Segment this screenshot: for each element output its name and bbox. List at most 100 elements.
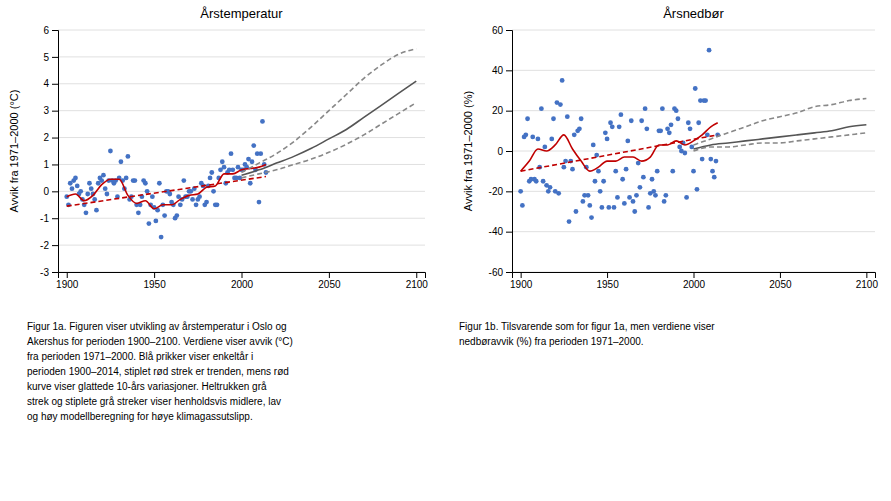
point — [714, 159, 719, 164]
y-tick-mark — [52, 245, 58, 246]
point — [565, 114, 570, 119]
y-tick-mark — [52, 272, 58, 273]
point — [693, 86, 698, 91]
point — [70, 186, 75, 191]
grid-line — [512, 231, 875, 232]
point — [211, 189, 216, 194]
point — [643, 106, 648, 111]
point — [700, 157, 705, 162]
x-tick-label: 2000 — [683, 279, 706, 290]
point — [85, 192, 90, 197]
x-tick: 2050 — [318, 272, 341, 290]
line — [694, 125, 867, 149]
plot-area — [64, 49, 416, 240]
point — [627, 195, 632, 200]
caption: Figur 1a. Figuren viser utvikling av års… — [27, 321, 293, 422]
y-tick-label: 1 — [43, 159, 49, 170]
x-tick: 1950 — [596, 272, 619, 290]
point — [222, 165, 227, 170]
point — [518, 189, 523, 194]
point — [610, 124, 615, 129]
point — [655, 169, 660, 174]
y-axis: -60-40-200204060 — [489, 25, 513, 278]
x-tick-label: 2050 — [769, 279, 792, 290]
point — [75, 184, 80, 189]
point — [143, 181, 148, 186]
point — [653, 193, 658, 198]
point — [251, 143, 256, 148]
x-tick-label: 2000 — [231, 279, 254, 290]
line — [521, 135, 718, 171]
point — [78, 189, 83, 194]
point — [146, 221, 151, 226]
chart-title: Årsnedbør — [663, 6, 724, 21]
y-axis-title: Avvik fra 1971–2000 (°C) — [8, 90, 20, 213]
panel: 19001950200020502100-3-2-10123456Årstemp… — [8, 6, 428, 290]
point — [136, 210, 141, 215]
y-tick-label: -40 — [489, 226, 504, 237]
y-tick-mark — [506, 191, 512, 192]
point — [658, 128, 663, 133]
point — [215, 202, 220, 207]
y-grid — [512, 30, 875, 272]
point — [625, 139, 630, 144]
line — [242, 49, 417, 173]
point — [660, 106, 665, 111]
point — [696, 120, 701, 125]
point — [612, 205, 617, 210]
point — [159, 235, 164, 240]
x-tick-mark — [780, 272, 781, 278]
point — [617, 124, 622, 129]
caption-line: kurve viser glattede 10-års variasjoner.… — [27, 381, 267, 392]
x-tick-mark — [607, 272, 608, 278]
point — [639, 118, 644, 123]
plot-area — [518, 48, 866, 224]
point — [684, 195, 689, 200]
caption: Figur 1b. Tilsvarende som for figur 1a, … — [459, 321, 715, 347]
grid-line — [58, 191, 425, 192]
point — [589, 215, 594, 220]
point — [620, 177, 625, 182]
point — [605, 137, 610, 142]
y-tick-mark — [52, 164, 58, 165]
caption-line: Figur 1a. Figuren viser utvikling av års… — [27, 321, 287, 332]
point — [229, 151, 234, 156]
x-tick-mark — [694, 272, 695, 278]
point — [548, 185, 553, 190]
y-tick-mark — [506, 70, 512, 71]
x-axis: 19001950200020502100 — [510, 272, 878, 290]
point — [539, 106, 544, 111]
panel: 19001950200020502100-60-40-200204060Årsn… — [462, 6, 878, 290]
x-tick-label: 1950 — [143, 279, 166, 290]
caption-line: fra perioden 1971–2000. Blå prikker vise… — [27, 351, 253, 362]
point — [686, 120, 691, 125]
y-tick-mark — [506, 272, 512, 273]
grid-line — [58, 137, 425, 138]
point — [670, 169, 675, 174]
y-tick-mark — [506, 151, 512, 152]
point — [591, 143, 596, 148]
point — [145, 189, 150, 194]
x-tick-label: 1900 — [510, 279, 533, 290]
point — [89, 186, 94, 191]
point — [124, 175, 129, 180]
point — [157, 181, 162, 186]
y-tick: 60 — [492, 25, 512, 36]
point — [606, 205, 611, 210]
y-tick-mark — [52, 138, 58, 139]
y-tick-mark — [52, 84, 58, 85]
point — [638, 185, 643, 190]
line — [521, 123, 718, 171]
y-tick: -2 — [40, 240, 58, 251]
y-tick: 5 — [43, 52, 58, 63]
point — [570, 167, 575, 172]
point — [632, 209, 637, 214]
grid-line — [58, 56, 425, 57]
caption-line: Akershus for perioden 1900–2100. Verdien… — [27, 336, 293, 347]
point — [662, 199, 667, 204]
grid-line — [58, 110, 425, 111]
y-tick: 0 — [43, 186, 58, 197]
y-tick-label: -1 — [40, 213, 49, 224]
point — [220, 159, 225, 164]
point — [634, 193, 639, 198]
